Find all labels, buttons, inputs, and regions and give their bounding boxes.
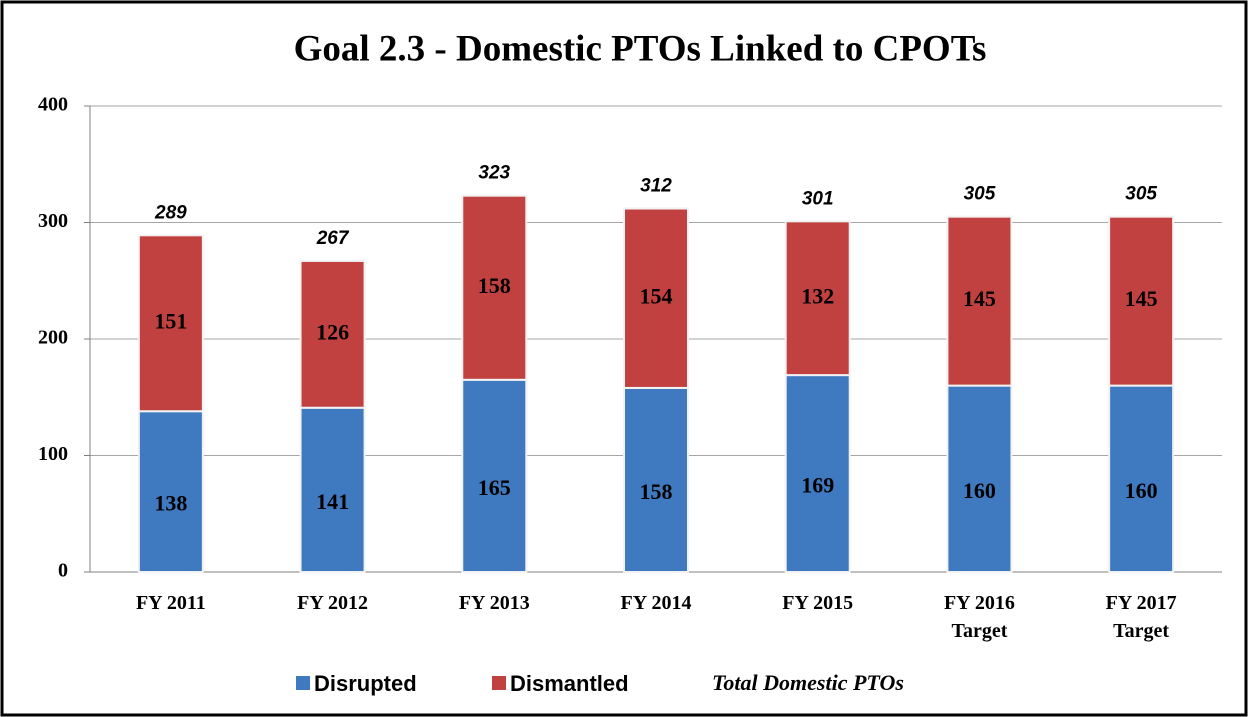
segment-label: 158 [640, 479, 673, 504]
x-tick-label: FY 2016 Target [944, 592, 1015, 642]
segment-label: 138 [154, 491, 187, 516]
bar-segment [784, 220, 851, 377]
legend-label: Total Domestic PTOs [712, 670, 904, 695]
bar-segment [137, 234, 204, 413]
bar-segment [623, 207, 689, 389]
segment-label: 145 [963, 286, 996, 311]
bar-segment [299, 259, 366, 409]
x-tick-label: FY 2011 [136, 592, 206, 614]
total-label: 305 [1125, 184, 1157, 205]
bar-segment [784, 374, 851, 573]
segment-label: 160 [1125, 478, 1158, 503]
bar-segment [461, 194, 528, 381]
segment-label: 154 [640, 283, 673, 308]
bar-segment [299, 406, 366, 573]
bar-segment [1108, 384, 1175, 573]
chart-title: Goal 2.3 - Domestic PTOs Linked to CPOTs [294, 28, 987, 69]
x-tick-label: FY 2012 [297, 592, 368, 614]
segment-label: 160 [963, 478, 996, 503]
legend-label: Dismantled [510, 671, 629, 696]
legend-swatch [492, 676, 506, 690]
segment-label: 132 [801, 283, 834, 308]
total-label: 289 [154, 202, 187, 223]
legend-swatch [296, 676, 310, 690]
x-tick-label: FY 2014 [621, 592, 692, 614]
bar-segment [946, 384, 1013, 573]
segment-label: 165 [478, 475, 511, 500]
legend-label: Disrupted [314, 671, 417, 696]
x-tick-label: FY 2017 Target [1106, 592, 1177, 642]
bar-segment [137, 410, 204, 574]
segment-label: 145 [1125, 286, 1158, 311]
y-tick-label: 300 [38, 210, 68, 232]
total-label: 267 [316, 228, 350, 249]
total-label: 323 [478, 163, 510, 184]
y-tick-label: 400 [38, 94, 68, 116]
x-tick-label: FY 2015 [782, 592, 853, 614]
bar-segment [946, 215, 1013, 387]
segment-label: 158 [478, 273, 511, 298]
y-tick-label: 100 [38, 443, 68, 465]
segment-label: 141 [316, 489, 349, 514]
total-label: 312 [640, 176, 672, 197]
bar-segment [1108, 215, 1175, 387]
total-label: 301 [802, 188, 834, 209]
x-tick-label: FY 2013 [459, 592, 530, 614]
y-tick-label: 200 [38, 327, 68, 349]
segment-label: 169 [801, 473, 834, 498]
segment-label: 151 [154, 308, 187, 333]
total-label: 305 [964, 184, 996, 205]
segment-label: 126 [316, 319, 349, 344]
y-tick-label: 0 [58, 560, 68, 582]
